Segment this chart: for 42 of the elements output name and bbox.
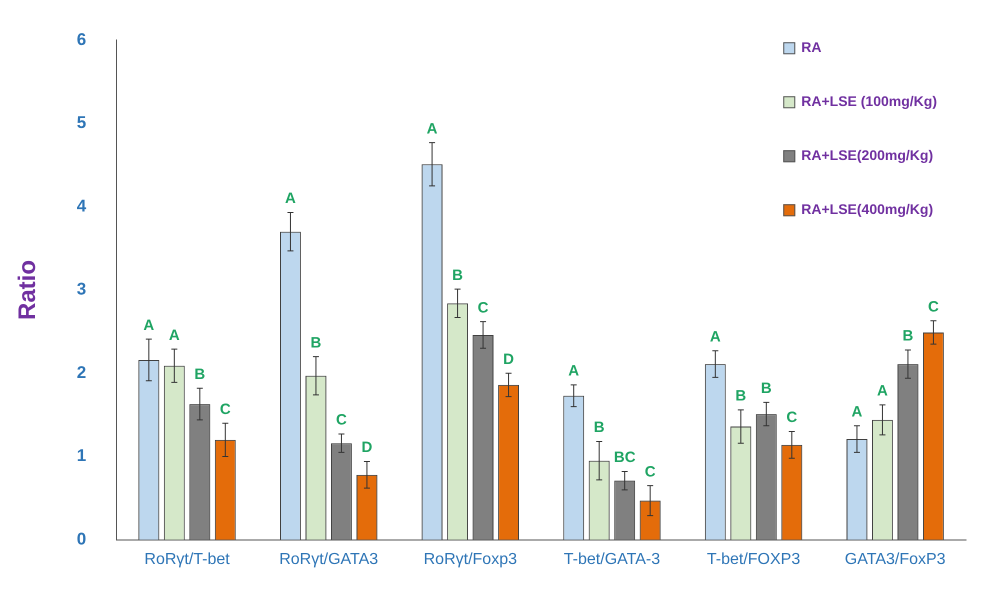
legend-label: RA+LSE(200mg/Kg) (801, 147, 934, 164)
legend-label: RA+LSE(400mg/Kg) (801, 201, 934, 218)
y-tick-label: 0 (76, 529, 86, 548)
y-tick-label: 2 (76, 362, 86, 382)
x-tick-label: RoRγt/Foxp3 (424, 550, 518, 568)
data-label: C (220, 400, 231, 418)
data-label: C (478, 299, 489, 316)
x-tick-label: RoRγt/T-bet (144, 550, 230, 568)
data-label: C (644, 463, 656, 480)
legend-label: RA (801, 39, 822, 56)
data-label: B (452, 266, 464, 284)
data-label: A (426, 120, 438, 138)
data-label: C (336, 412, 348, 429)
data-label: C (928, 298, 940, 316)
data-label: A (168, 326, 180, 344)
data-label: A (710, 328, 721, 346)
data-label: D (362, 439, 373, 456)
y-axis-title: Ratio (14, 260, 42, 320)
data-label: BC (614, 449, 636, 466)
y-tick-label: 4 (76, 196, 87, 216)
data-label: B (594, 419, 605, 436)
y-tick-label: 3 (76, 280, 86, 299)
data-label: B (310, 334, 322, 352)
data-label: C (786, 409, 798, 426)
data-label: A (285, 190, 296, 208)
legend-label: RA+LSE (100mg/Kg) (801, 93, 937, 110)
data-label: B (902, 328, 914, 345)
x-tick-label: GATA3/FoxP3 (844, 550, 946, 568)
x-tick-label: RoRγt/GATA3 (279, 550, 378, 568)
x-tick-label: T-bet/GATA-3 (564, 550, 660, 568)
x-tick-label: T-bet/FOXP3 (706, 550, 800, 568)
data-label: B (760, 380, 772, 398)
data-label: D (503, 350, 514, 368)
data-label: A (877, 382, 888, 400)
data-label: A (143, 316, 154, 334)
data-label: B (194, 366, 206, 383)
y-tick-label: 5 (76, 113, 86, 132)
y-tick-label: 1 (76, 446, 86, 466)
data-label: A (568, 362, 580, 380)
data-label: A (852, 403, 863, 420)
data-label: B (735, 388, 746, 405)
y-tick-label: 6 (76, 30, 86, 49)
